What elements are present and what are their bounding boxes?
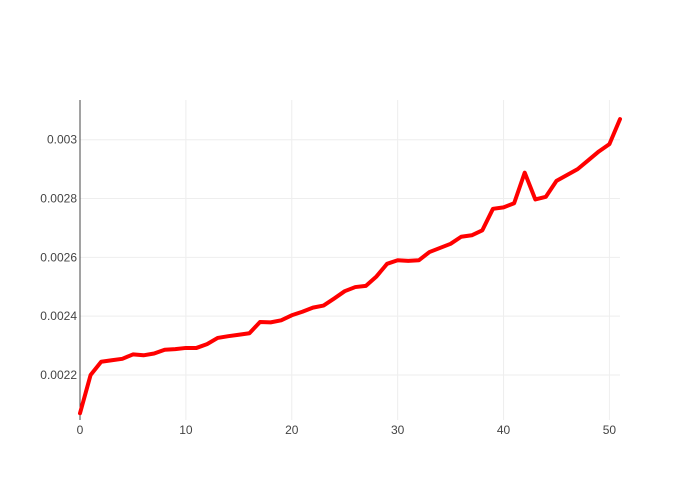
y-tick-label: 0.0024 bbox=[40, 309, 77, 323]
x-tick-label: 40 bbox=[497, 423, 511, 437]
y-tick-label: 0.003 bbox=[47, 133, 77, 147]
x-tick-label: 10 bbox=[179, 423, 193, 437]
y-tick-label: 0.0022 bbox=[40, 368, 77, 382]
x-tick-label: 50 bbox=[603, 423, 617, 437]
grid-lines bbox=[80, 100, 620, 420]
x-tick-label: 20 bbox=[285, 423, 299, 437]
series-line bbox=[78, 117, 622, 416]
series-lines bbox=[78, 117, 622, 416]
y-tick-label: 0.0026 bbox=[40, 250, 77, 264]
tick-labels: 0 10 20 30 40 50 0.0022 0.0024 0.0026 0.0028 0.003 bbox=[40, 133, 616, 437]
y-tick-label: 0.0028 bbox=[40, 192, 77, 206]
x-tick-label: 0 bbox=[77, 423, 84, 437]
x-tick-label: 30 bbox=[391, 423, 405, 437]
